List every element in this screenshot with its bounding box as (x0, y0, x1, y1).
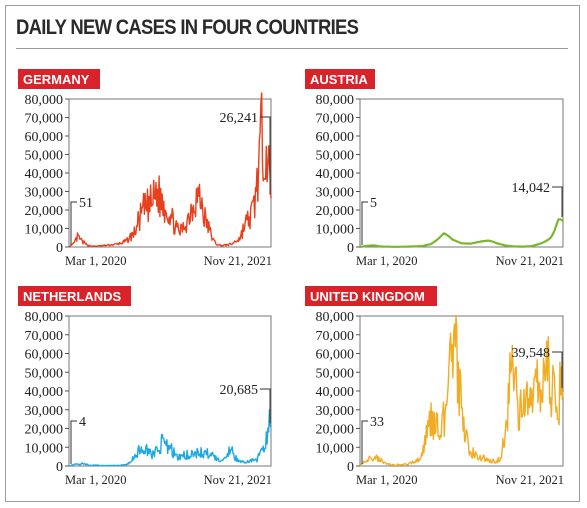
chart-germany: GERMANY 80,000 70,000 60,000 50,000 40,000 30,… (18, 69, 272, 268)
end-annotation-leader (552, 186, 563, 218)
country-label: NETHERLANDS (23, 289, 122, 304)
series-line (359, 218, 564, 249)
start-annotation: 5 (370, 196, 377, 211)
y-tick-label: 30,000 (25, 404, 64, 419)
end-annotation-leader (552, 351, 563, 388)
series-line (359, 314, 564, 467)
y-tick-label: 0 (347, 241, 354, 256)
y-tick-label: 70,000 (316, 112, 355, 127)
start-annotation-leader (70, 420, 77, 464)
end-annotation: 39,548 (512, 346, 551, 361)
x-start-label: Mar 1, 2020 (65, 473, 126, 487)
y-tick-label: 0 (347, 460, 354, 475)
y-tick-label: 80,000 (25, 93, 64, 108)
end-annotation-leader (260, 116, 271, 195)
end-annotation: 14,042 (512, 181, 551, 196)
y-tick-label: 20,000 (316, 423, 355, 438)
x-end-label: Nov 21, 2021 (204, 254, 272, 268)
y-tick-label: 10,000 (25, 223, 64, 238)
start-annotation-leader (361, 201, 368, 245)
x-end-label: Nov 21, 2021 (204, 473, 272, 487)
y-tick-label: 50,000 (316, 366, 355, 381)
start-annotation: 4 (79, 415, 86, 430)
y-tick-label: 80,000 (316, 310, 355, 325)
start-annotation: 51 (79, 196, 93, 211)
y-tick-label: 50,000 (25, 149, 64, 164)
figure-frame (5, 5, 580, 502)
y-tick-label: 40,000 (316, 385, 355, 400)
y-tick-label: 80,000 (25, 310, 64, 325)
x-start-label: Mar 1, 2020 (356, 473, 417, 487)
plot-area-frame (359, 98, 564, 248)
y-tick-label: 80,000 (316, 93, 355, 108)
series-line (68, 92, 272, 248)
y-tick-label: 70,000 (316, 329, 355, 344)
chart-united-kingdom: UNITED KINGDOM 80,000 70,000 60,000 50,000 40… (305, 286, 564, 487)
start-annotation: 33 (370, 415, 384, 430)
country-label-box (18, 69, 100, 89)
start-annotation-leader (361, 420, 368, 464)
y-tick-label: 40,000 (25, 167, 64, 182)
y-tick-label: 10,000 (316, 223, 355, 238)
y-tick-label: 40,000 (316, 167, 355, 182)
end-annotation: 26,241 (220, 111, 259, 126)
y-tick-label: 60,000 (316, 130, 355, 145)
y-tick-label: 0 (56, 241, 63, 256)
y-tick-label: 70,000 (25, 329, 64, 344)
y-tick-label: 50,000 (316, 149, 355, 164)
title-divider (16, 48, 568, 49)
y-tick-label: 40,000 (25, 385, 64, 400)
y-tick-label: 20,000 (25, 423, 64, 438)
country-label-box (305, 69, 375, 89)
y-tick-label: 30,000 (316, 404, 355, 419)
country-label: AUSTRIA (310, 72, 368, 87)
y-tick-label: 20,000 (25, 204, 64, 219)
y-tick-label: 70,000 (25, 112, 64, 127)
y-tick-label: 60,000 (316, 348, 355, 363)
y-tick-label: 10,000 (316, 441, 355, 456)
series-line (68, 409, 272, 467)
y-tick-label: 30,000 (316, 186, 355, 201)
y-tick-label: 0 (56, 460, 63, 475)
end-annotation: 20,685 (220, 383, 259, 398)
chart-austria: AUSTRIA 80,000 70,000 60,000 50,000 40,000 30,… (305, 69, 564, 268)
x-end-label: Nov 21, 2021 (496, 254, 564, 268)
country-label-box (18, 286, 131, 306)
x-end-label: Nov 21, 2021 (496, 473, 564, 487)
y-tick-label: 50,000 (25, 366, 64, 381)
y-tick-label: 60,000 (25, 348, 64, 363)
x-start-label: Mar 1, 2020 (356, 254, 417, 268)
start-annotation-leader (70, 201, 77, 245)
country-label: GERMANY (23, 72, 90, 87)
y-tick-label: 30,000 (25, 186, 64, 201)
y-tick-label: 20,000 (316, 204, 355, 219)
y-tick-label: 10,000 (25, 441, 64, 456)
country-label-box (305, 286, 437, 306)
country-label: UNITED KINGDOM (310, 289, 425, 304)
chart-netherlands: NETHERLANDS 80,000 70,000 60,000 50,000 40,00… (18, 286, 272, 487)
y-tick-label: 60,000 (25, 130, 64, 145)
x-start-label: Mar 1, 2020 (65, 254, 126, 268)
end-annotation-leader (260, 388, 271, 424)
page-title: DAILY NEW CASES IN FOUR COUNTRIES (16, 16, 359, 39)
